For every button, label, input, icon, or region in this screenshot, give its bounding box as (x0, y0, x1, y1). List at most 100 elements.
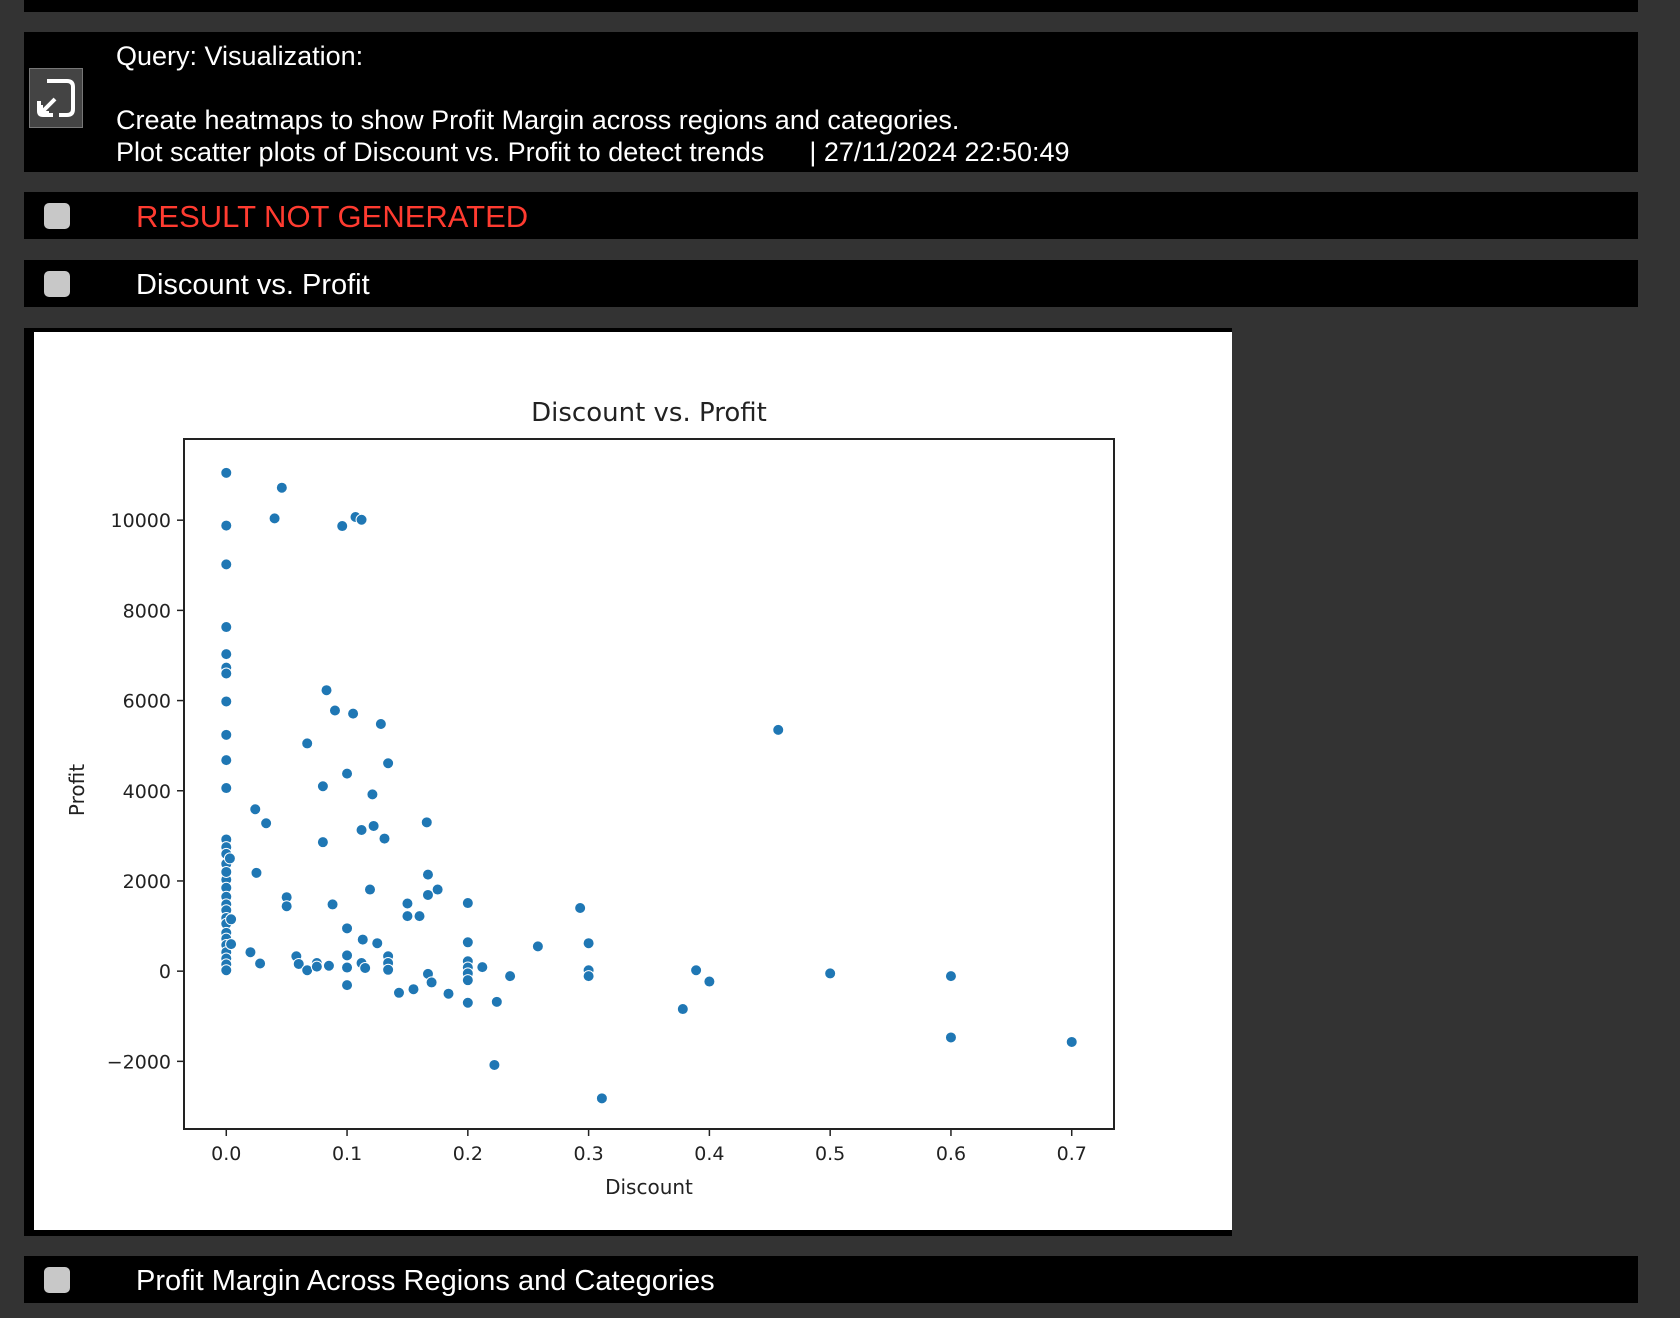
plot-frame: Discount vs. Profit Discount Profit 0.0 0… (24, 328, 1232, 1236)
scatter-point (225, 938, 238, 951)
scatter-point (220, 466, 233, 479)
collapse-arrow-icon[interactable] (29, 68, 83, 128)
scatter-point (421, 888, 434, 901)
scatter-point (220, 667, 233, 680)
scatter-point (367, 819, 380, 832)
scatter-point (703, 975, 716, 988)
scatter-point (223, 852, 236, 865)
plot-axes (183, 438, 1115, 1130)
query-panel: Query: Visualization: Create heatmaps to… (24, 32, 1638, 172)
query-timestamp: | 27/11/2024 22:50:49 (809, 137, 1070, 167)
scatter-point (490, 995, 503, 1008)
query-heading: Query: Visualization: (116, 41, 364, 71)
scatter-point (374, 718, 387, 731)
scatter-point (461, 974, 474, 987)
scatter-point (310, 960, 323, 973)
query-line-text: Plot scatter plots of Discount vs. Profi… (116, 137, 765, 167)
scatter-point (378, 832, 391, 845)
scatter-point (476, 961, 489, 974)
scatter-point (220, 782, 233, 795)
scatter-point (531, 940, 544, 953)
x-tick-label: 0.5 (815, 1143, 845, 1165)
x-axis-label: Discount (605, 1175, 693, 1199)
x-tick-label: 0.4 (694, 1143, 724, 1165)
scatter-point (582, 970, 595, 983)
section-title: Profit Margin Across Regions and Categor… (136, 1265, 715, 1297)
scatter-point (461, 936, 474, 949)
scatter-point (944, 970, 957, 983)
scatter-point (356, 933, 369, 946)
scatter-point (341, 961, 354, 974)
scatter-point (220, 621, 233, 634)
section-checkbox[interactable] (44, 271, 70, 297)
y-tick-label: 0 (159, 961, 171, 983)
scatter-point (220, 865, 233, 878)
scatter-point (260, 817, 273, 830)
scatter-point (220, 964, 233, 977)
section-checkbox[interactable] (44, 203, 70, 229)
y-tick-label: 10000 (111, 510, 171, 532)
scatter-point (250, 866, 263, 879)
scatter-point (582, 937, 595, 950)
scatter-point (574, 902, 587, 915)
scatter-point (442, 987, 455, 1000)
section-title: Discount vs. Profit (136, 269, 370, 301)
query-line: Plot scatter plots of Discount vs. Profi… (116, 136, 1070, 168)
scatter-point (382, 757, 395, 770)
y-tick-label: −2000 (107, 1051, 171, 1073)
scatter-point (407, 983, 420, 996)
scatter-point (371, 937, 384, 950)
scatter-point (425, 976, 438, 989)
query-line: Create heatmaps to show Profit Margin ac… (116, 105, 960, 135)
scatter-point (341, 767, 354, 780)
x-tick-label: 0.6 (936, 1143, 966, 1165)
y-tick-label: 4000 (123, 781, 171, 803)
scatter-point (676, 1003, 689, 1016)
section-row-discount-profit: Discount vs. Profit (24, 260, 1638, 307)
scatter-point (772, 723, 785, 736)
scatter-point (220, 648, 233, 661)
scatter-point (355, 513, 368, 526)
scatter-point (690, 964, 703, 977)
scatter-point (461, 996, 474, 1009)
scatter-point (421, 868, 434, 881)
x-tick-label: 0.7 (1057, 1143, 1087, 1165)
scatter-point (244, 946, 257, 959)
scatter-point (461, 897, 474, 910)
x-tick-label: 0.2 (453, 1143, 483, 1165)
section-checkbox[interactable] (44, 1267, 70, 1293)
scatter-point (504, 970, 517, 983)
scatter-point (944, 1031, 957, 1044)
scatter-point (322, 959, 335, 972)
scatter-point (420, 816, 433, 829)
scatter-point (595, 1092, 608, 1105)
scatter-point (364, 883, 376, 896)
scatter-point (392, 986, 405, 999)
scatter-point (225, 913, 238, 926)
scatter-point (254, 957, 267, 970)
scatter-point (413, 910, 426, 923)
y-axis-label: Profit (65, 764, 89, 816)
scatter-point (1065, 1035, 1078, 1048)
scatter-point (341, 922, 354, 935)
top-strip (24, 0, 1638, 12)
scatter-point (220, 754, 233, 767)
scatter-point (220, 558, 233, 571)
scatter-point (320, 684, 333, 697)
y-tick-label: 6000 (123, 691, 171, 713)
scatter-point (341, 979, 354, 992)
scatter-point (275, 481, 288, 494)
scatter-point (336, 520, 349, 533)
scatter-point (220, 519, 233, 532)
plot-image: Discount vs. Profit Discount Profit 0.0 0… (34, 332, 1232, 1230)
scatter-point (292, 957, 305, 970)
y-tick-label: 8000 (123, 600, 171, 622)
query-text: Query: Visualization: Create heatmaps to… (116, 40, 1070, 168)
error-message: RESULT NOT GENERATED (136, 199, 529, 234)
y-tick-label: 2000 (123, 871, 171, 893)
scatter-point (366, 788, 379, 801)
scatter-point (301, 737, 314, 750)
section-row-profit-margin: Profit Margin Across Regions and Categor… (24, 1256, 1638, 1303)
scatter-point (347, 707, 360, 720)
scatter-point (220, 728, 233, 741)
